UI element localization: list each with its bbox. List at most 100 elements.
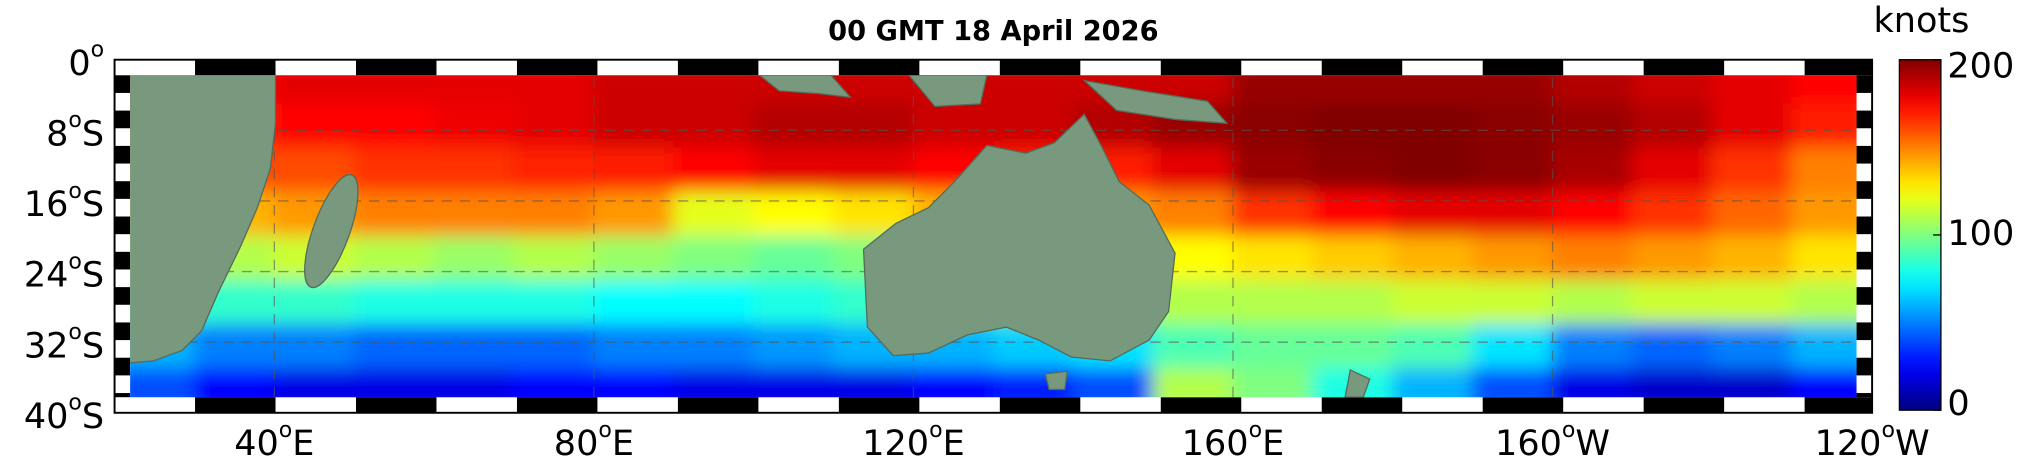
field-cell [673,323,755,370]
field-cell [1791,323,1857,370]
field-cell [832,367,915,398]
border-segment [114,75,131,93]
border-segment [677,397,759,413]
field-cell [1711,367,1793,398]
border-segment [195,59,276,76]
border-segment [838,397,920,413]
field-cell [193,323,275,370]
tick-label: 8oS [46,108,104,154]
field-cell [1392,235,1474,282]
tick-degree: o [1881,418,1895,443]
field-cell [1312,75,1394,105]
new-guinea [1082,79,1229,125]
border-segment [1160,397,1242,413]
field-cell [753,103,835,149]
field-cell [1312,103,1394,149]
border-segment [1643,397,1725,413]
field-cell [753,191,835,237]
field-cell [353,75,435,105]
border-segment [1856,181,1873,199]
field-cell [1472,367,1554,398]
border-segment [1856,357,1873,376]
border-segment [999,397,1081,413]
field-cell [130,367,196,398]
border-segment [1321,59,1403,76]
field-cell [593,367,675,398]
field-cell [433,75,515,105]
field-cell [1472,323,1554,370]
colorbar-label: knots [1873,0,1969,41]
field-cell [1631,323,1713,370]
border-segment [114,110,131,129]
tick-label: 16oS [24,179,104,225]
field-cell [832,75,915,105]
colorbar-ticks: 0 100 200 [1933,45,2014,424]
field-cell [1472,191,1554,237]
colorbar-tick-label: 200 [1947,45,2014,86]
field-cell [593,75,675,105]
tick-label: 160oE [1182,418,1285,464]
field-cell [353,235,435,282]
tick-label: 40oS [24,391,104,437]
africa [130,75,277,364]
axes: 40oE 80oE 120oE 160oE 160oW 120oW0o8oS16oS24o… [24,38,1930,465]
tick-label: 0o [68,38,104,84]
field-cell [753,147,835,193]
field-cell [1392,147,1474,193]
tick-degree: o [1562,418,1576,443]
tick-hemisphere: E [612,423,634,464]
tick-label: 32oS [24,320,104,366]
field-cell [1631,367,1713,398]
tick-hemisphere: S [82,255,104,296]
field-cell [1791,235,1857,282]
field-cell [1711,147,1793,193]
field-cell [1791,367,1857,398]
border-segment [1856,251,1873,270]
field-cell [753,367,835,398]
field-cell [1791,103,1857,149]
tick-label: 40oE [234,418,314,464]
field-cell [433,191,515,237]
border-segment [114,216,131,235]
field-cell [1312,323,1394,370]
tick-hemisphere: S [82,114,104,155]
tick-label: 24oS [24,249,104,295]
tick-hemisphere: W [1895,423,1930,464]
field-cell [273,103,355,149]
field-cell [513,75,595,105]
field-cell [353,103,435,149]
field-cell [1312,235,1394,282]
border-segment [1643,59,1725,76]
tick-hemisphere: E [1262,423,1284,464]
map-area [130,75,1857,398]
field-cell [1472,147,1554,193]
field-cell [1232,75,1314,105]
field-cell [1631,235,1713,282]
tick-label: 120oW [1815,418,1930,464]
field-cell [1312,147,1394,193]
tick-hemisphere: S [82,184,104,225]
field-cell [1232,147,1314,193]
field-cell [1392,367,1474,398]
field-cell [513,103,595,149]
field-cell [1711,235,1793,282]
madagascar [304,173,359,289]
field-cell [673,103,755,149]
field-cell [593,235,675,282]
tick-label: 80oE [554,418,634,464]
tick-degree: o [598,418,612,443]
border-segment [1160,59,1242,76]
border-segment [195,397,276,413]
border-segment [999,59,1081,76]
field-cell [1631,103,1713,149]
field-cell [273,75,355,105]
field-cell [753,323,835,370]
tick-hemisphere: S [82,396,104,437]
field-cell [673,367,755,398]
field-cell [1472,279,1554,326]
field-cell [353,367,435,398]
border-segment [114,287,131,305]
field-cell [1711,323,1793,370]
field-cell [1392,279,1474,326]
field-cell [1791,147,1857,193]
